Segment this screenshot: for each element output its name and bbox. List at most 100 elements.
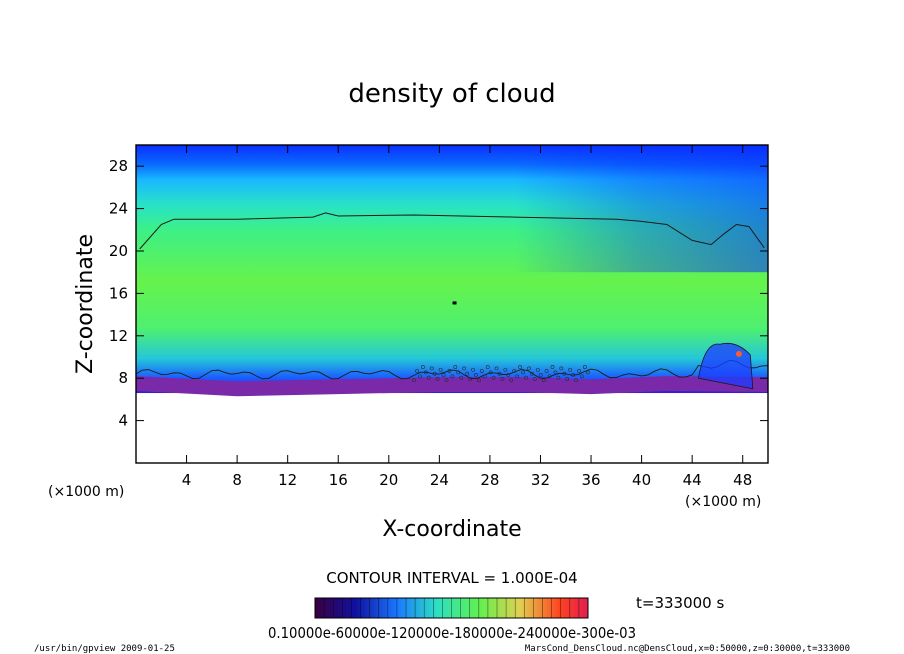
y-tick-label: 16 (109, 284, 128, 302)
contour-fragment (541, 378, 546, 383)
contour-fragment (585, 370, 590, 375)
plot-frame (135, 144, 769, 464)
x-tick-label: 24 (430, 471, 449, 489)
x-tick-label: 20 (379, 471, 398, 489)
contour-fragment (550, 365, 555, 369)
plot-area (136, 145, 768, 397)
contour-fragment (438, 367, 443, 372)
colorbar-labels: 0.10000e-60000e-120000e-180000e-240000e-… (268, 624, 636, 642)
y-tick-label: 4 (118, 412, 128, 430)
y-tick-label: 12 (109, 327, 128, 345)
contour-fragment (574, 378, 578, 383)
contour-fragment (529, 371, 534, 376)
cloud-top-contour (139, 212, 765, 250)
contour-fragment (553, 370, 558, 375)
y-tick-label: 8 (118, 369, 128, 387)
contour-fragment (474, 373, 478, 377)
x-tick-label: 12 (278, 471, 297, 489)
colorbar-ticks (314, 598, 589, 618)
x-axis: 4 8 12 16 20 24 28 32 36 40 44 48 (182, 145, 752, 489)
contour-fragment (503, 367, 508, 372)
contour-fragment (482, 374, 487, 379)
contour-fragment (456, 370, 461, 375)
contour-interval-label: CONTOUR INTERVAL = 1.000E-04 (326, 569, 577, 587)
contour-fragment (518, 365, 523, 369)
contour-dot (452, 301, 457, 305)
cloud-base-band (136, 376, 768, 397)
contour-fragment (565, 377, 570, 381)
contour-fragment (435, 377, 440, 381)
contour-fragment (582, 365, 587, 369)
contour-fragment (426, 375, 431, 380)
contour-fragment (544, 369, 549, 373)
upper-right-shade (136, 145, 768, 273)
x-tick-label: 44 (683, 471, 702, 489)
contour-fragment (500, 377, 505, 381)
contour-fragment (418, 374, 422, 379)
x-tick-label: 28 (480, 471, 499, 489)
footer-right: MarsCond_DensCloud.nc@DensCloud,x=0:5000… (525, 644, 850, 654)
contour-fragment (559, 366, 564, 371)
x-tick-label: 4 (182, 471, 192, 489)
x-tick-label: 32 (531, 471, 550, 489)
contour-fragment (444, 378, 449, 383)
contour-fragment (421, 365, 425, 369)
contour-fragment (429, 366, 434, 371)
x-tick-label: 16 (329, 471, 348, 489)
footer-left: /usr/bin/gpview 2009-01-25 (34, 644, 175, 654)
contour-fragment (447, 369, 452, 373)
contour-fragment (562, 371, 567, 376)
plume-core (735, 350, 742, 357)
contour-fragment (453, 365, 458, 369)
contour-fragment (476, 378, 481, 383)
y-unit-label: (×1000 m) (48, 484, 124, 500)
contour-fragment (471, 367, 475, 372)
contour-fragment (515, 374, 520, 379)
contour-fragment (450, 374, 455, 379)
contour-fragment (459, 375, 464, 380)
contour-fragment (432, 371, 437, 376)
y-tick-label: 28 (109, 157, 128, 175)
contour-fragment (527, 366, 531, 371)
x-tick-label: 40 (632, 471, 651, 489)
contour-fragment (580, 374, 584, 379)
contour-fragment (535, 367, 540, 372)
contour-fragment (491, 375, 496, 380)
contour-fragment (538, 373, 543, 377)
contour-fragment (465, 371, 469, 376)
contour-fragment (571, 373, 576, 377)
chart-title: density of cloud (348, 79, 555, 109)
x-tick-label: 36 (581, 471, 600, 489)
contour-fragment (524, 375, 528, 380)
x-axis-label: X-coordinate (382, 517, 521, 542)
contour-fragment (462, 366, 467, 371)
contour-fragment (423, 370, 428, 375)
contour-fragment (494, 366, 499, 371)
contour-fragment (577, 369, 581, 373)
contour-fragment (521, 370, 525, 375)
contour-fragment (441, 373, 446, 377)
contour-fragment (556, 375, 561, 380)
contour-fragment (415, 369, 419, 373)
contour-fragment (497, 371, 502, 376)
contour-fragment (509, 378, 514, 383)
time-label: t=333000 s (636, 594, 724, 612)
contour-fragment (532, 377, 537, 381)
contour-fragment (547, 374, 552, 379)
contour-fragment (488, 370, 493, 375)
contour-fragment (479, 369, 484, 373)
x-tick-label: 8 (232, 471, 242, 489)
contour-fragment (512, 369, 517, 373)
y-axis-label: Z-coordinate (73, 234, 98, 374)
x-tick-label: 48 (733, 471, 752, 489)
contour-fragment (485, 365, 490, 369)
y-tick-label: 24 (109, 200, 128, 218)
contour-fragment (468, 377, 472, 381)
y-axis: 4 8 12 16 20 24 28 (109, 157, 768, 430)
lower-contour-line (136, 359, 768, 380)
x-unit-label: (×1000 m) (685, 494, 761, 510)
contour-fragment (412, 378, 416, 383)
contour-fragment (506, 373, 511, 377)
contour-fragment (568, 367, 573, 372)
